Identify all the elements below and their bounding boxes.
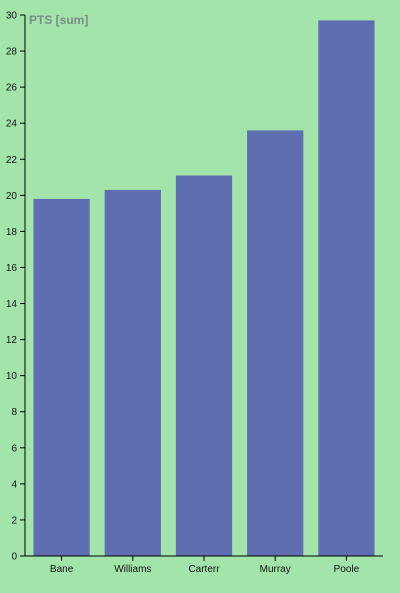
x-tick-label: Murray xyxy=(260,564,291,575)
y-tick-label: 28 xyxy=(6,47,18,58)
x-tick-label: Poole xyxy=(334,564,360,575)
y-tick-label: 16 xyxy=(6,263,18,274)
x-axis: Bane Williams Carterr Murray Poole xyxy=(25,555,383,575)
bar-williams[interactable] xyxy=(104,189,161,556)
y-tick-label: 0 xyxy=(11,552,17,563)
bar-carterr[interactable] xyxy=(175,175,233,556)
y-tick-label: 14 xyxy=(6,299,18,310)
bars-group xyxy=(33,20,375,557)
chart-title: PTS [sum] xyxy=(29,13,88,27)
y-tick-label: 22 xyxy=(6,155,18,166)
y-tick-label: 8 xyxy=(11,407,17,418)
y-tick-label: 18 xyxy=(6,227,18,238)
bar-poole[interactable] xyxy=(318,20,375,557)
bar-murray[interactable] xyxy=(247,130,304,556)
bar-bane[interactable] xyxy=(33,198,90,556)
y-tick-label: 30 xyxy=(6,11,18,22)
x-tick-label: Bane xyxy=(50,564,74,575)
y-tick-label: 12 xyxy=(6,335,18,346)
y-tick-label: 26 xyxy=(6,83,18,94)
x-tick-label: Carterr xyxy=(188,564,220,575)
x-tick-label: Williams xyxy=(114,564,151,575)
y-tick-label: 24 xyxy=(6,119,18,130)
y-tick-label: 6 xyxy=(11,443,17,454)
y-tick-label: 20 xyxy=(6,191,18,202)
y-tick-label: 4 xyxy=(11,479,17,490)
y-tick-label: 10 xyxy=(6,371,18,382)
y-tick-label: 2 xyxy=(11,515,17,526)
